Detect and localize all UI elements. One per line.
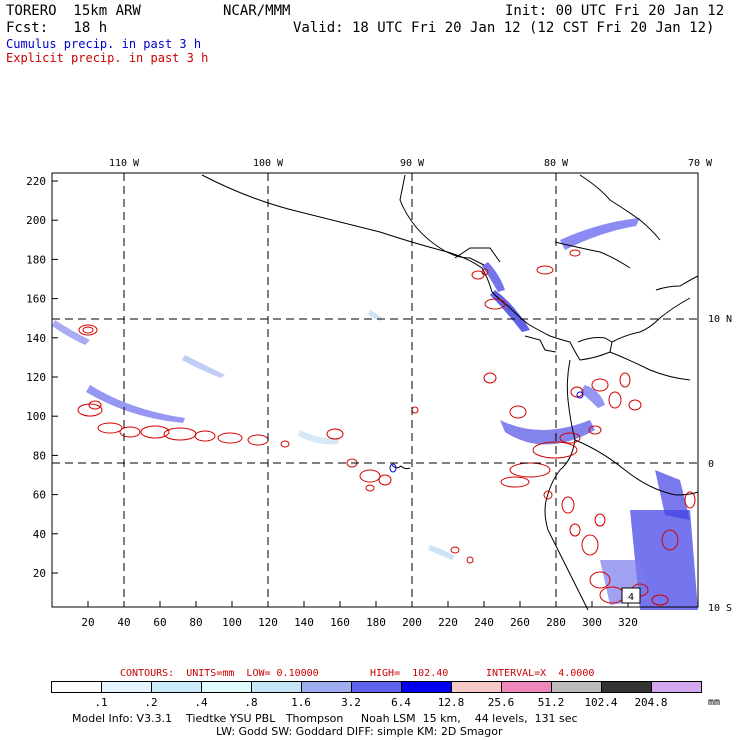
y-tick-label: 180 — [26, 253, 46, 266]
x-tick-label: 60 — [153, 616, 166, 629]
org-label: NCAR/MMM — [223, 3, 291, 19]
x-tick-label: 120 — [258, 616, 278, 629]
colorbar-label: 1.6 — [291, 696, 311, 709]
colorbar-label: .2 — [144, 696, 158, 709]
colorbar-label: 204.8 — [634, 696, 668, 709]
colorbar-label: 51.2 — [537, 696, 565, 709]
x-tick-label: 140 — [294, 616, 314, 629]
colorbar-swatch — [501, 681, 552, 693]
y-tick-label: 60 — [33, 489, 46, 502]
cumulus-contours — [389, 391, 584, 473]
value-box-label: 4 — [628, 592, 634, 603]
lon-label-80w: 80 W — [544, 158, 569, 169]
colorbar-label: 12.8 — [437, 696, 465, 709]
lon-label-110w: 110 W — [109, 158, 140, 169]
lat-lon-grid — [52, 173, 698, 607]
x-tick-label: 80 — [189, 616, 202, 629]
valid-time: Valid: 18 UTC Fri 20 Jan 12 (12 CST Fri … — [293, 20, 715, 36]
y-tick-label: 120 — [26, 371, 46, 384]
colorbar-swatch — [651, 681, 702, 693]
x-tick-label: 320 — [618, 616, 638, 629]
model-physics: LW: Godd SW: Goddard DIFF: simple KM: 2D… — [216, 725, 503, 738]
colorbar-swatch — [51, 681, 102, 693]
colorbar-swatch — [451, 681, 502, 693]
y-tick-label: 160 — [26, 293, 46, 306]
value-box — [621, 587, 641, 604]
colorbar-label: 102.4 — [584, 696, 618, 709]
lon-label-70w: 70 W — [688, 158, 713, 169]
x-tick-label: 20 — [81, 616, 94, 629]
forecast-hour: Fcst: 18 h — [6, 20, 108, 36]
x-tick-label: 160 — [330, 616, 350, 629]
x-tick-label: 220 — [438, 616, 458, 629]
colorbar-label: .4 — [194, 696, 208, 709]
colorbar-label: 3.2 — [341, 696, 361, 709]
colorbar-swatch — [101, 681, 152, 693]
colorbar-label: .1 — [94, 696, 108, 709]
colorbar-swatch — [401, 681, 452, 693]
colorbar-swatch — [301, 681, 352, 693]
lat-label-10s: 10 S — [708, 603, 732, 614]
colorbar-swatch — [351, 681, 402, 693]
x-tick-label: 260 — [510, 616, 530, 629]
contour-units: CONTOURS: UNITS=mm LOW= 0.10000 — [120, 668, 319, 679]
y-tick-label: 40 — [33, 528, 46, 541]
y-tick-label: 200 — [26, 214, 46, 227]
contour-interval: INTERVAL=X 4.0000 — [486, 668, 595, 679]
y-axis-labels: 220 200 180 160 140 120 100 80 60 40 20 — [26, 175, 46, 580]
model-info: Model Info: V3.3.1 Tiedtke YSU PBL Thomp… — [72, 712, 578, 725]
y-tick-label: 100 — [26, 410, 46, 423]
x-tick-label: 280 — [546, 616, 566, 629]
plot-frame — [51, 172, 699, 608]
x-tick-label: 240 — [474, 616, 494, 629]
colorbar-swatch — [551, 681, 602, 693]
y-tick-label: 140 — [26, 332, 46, 345]
y-tick-label: 20 — [33, 567, 46, 580]
x-tick-label: 200 — [402, 616, 422, 629]
explicit-legend: Explicit precip. in past 3 h — [6, 51, 209, 65]
colorbar-swatch — [251, 681, 302, 693]
axis-ticks — [52, 180, 629, 607]
y-tick-label: 80 — [33, 449, 46, 462]
x-tick-label: 300 — [582, 616, 602, 629]
colorbar-label: 25.6 — [487, 696, 515, 709]
contour-high: HIGH= 102.40 — [370, 668, 449, 679]
colorbar-swatch — [601, 681, 652, 693]
colorbar-label: 6.4 — [391, 696, 411, 709]
lat-label-10n: 10 N — [708, 314, 732, 325]
y-tick-label: 220 — [26, 175, 46, 188]
x-axis-labels: 20 40 60 80 100 120 140 160 180 200 220 240 260 280 30… — [81, 616, 638, 629]
colorbar-swatch — [151, 681, 202, 693]
init-time: Init: 00 UTC Fri 20 Jan 12 — [505, 3, 725, 19]
model-title: TORERO 15km ARW — [6, 3, 141, 19]
colorbar-label: .8 — [244, 696, 258, 709]
cumulus-shading — [52, 218, 698, 610]
cumulus-legend: Cumulus precip. in past 3 h — [6, 37, 202, 51]
explicit-contours — [77, 249, 696, 606]
lon-label-100w: 100 W — [253, 158, 284, 169]
x-tick-label: 40 — [117, 616, 130, 629]
coastlines — [201, 174, 699, 611]
lon-label-90w: 90 W — [400, 158, 425, 169]
colorbar-swatch — [201, 681, 252, 693]
colorbar-unit: mm — [708, 697, 721, 708]
lat-label-0: 0 — [708, 459, 714, 470]
x-tick-label: 100 — [222, 616, 242, 629]
x-tick-label: 180 — [366, 616, 386, 629]
